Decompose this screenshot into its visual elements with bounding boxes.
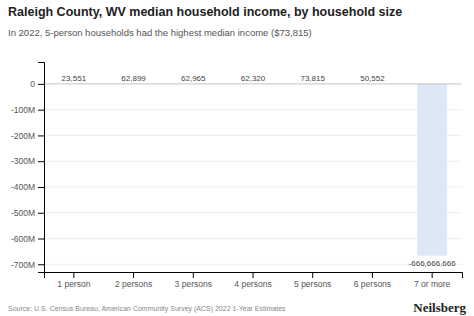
x-tick-mark xyxy=(193,272,194,278)
x-tick: 4 persons xyxy=(234,272,271,289)
data-label: 73,815 xyxy=(300,74,325,83)
y-axis: 0 -100M -200M -300M -400M -500M -600M -700M xyxy=(11,63,45,273)
x-tick: 2 persons xyxy=(115,272,152,289)
x-tick-label: 5 persons xyxy=(294,279,331,289)
brand: Neilsberg xyxy=(413,300,466,315)
grid-line xyxy=(44,83,462,84)
y-tick-mark xyxy=(38,84,44,85)
y-tick-mark xyxy=(38,110,44,111)
y-tick-mark xyxy=(38,187,44,188)
x-tick: 6 persons xyxy=(354,272,391,289)
y-tick-label: -400M xyxy=(11,182,35,192)
x-tick-mark xyxy=(253,272,254,278)
y-tick: -600M xyxy=(11,234,44,244)
y-tick: -400M xyxy=(11,182,44,192)
grid-line xyxy=(44,186,462,187)
grid-line xyxy=(44,238,462,239)
y-tick-label: -100M xyxy=(11,105,35,115)
title: Raleigh County, WV median household inco… xyxy=(8,5,402,19)
data-label: -666,666,666 xyxy=(409,259,457,268)
plot-area xyxy=(59,84,447,256)
y-tick: 0 xyxy=(30,79,44,89)
zero-line xyxy=(44,83,462,84)
x-axis: 1 person 2 persons 3 persons 4 persons 5 per… xyxy=(45,272,463,289)
data-label: 23,551 xyxy=(62,74,87,83)
y-tick-mark xyxy=(38,135,44,136)
x-axis-line xyxy=(45,273,463,279)
y-axis-line xyxy=(38,63,45,273)
x-tick-label: 6 persons xyxy=(354,279,391,289)
y-tick-mark xyxy=(38,213,44,214)
y-tick-mark xyxy=(38,239,44,240)
subtitle: In 2022, 5-person households had the hig… xyxy=(8,27,312,38)
y-tick-mark xyxy=(38,161,44,162)
grid xyxy=(44,84,462,264)
grid-line xyxy=(44,264,462,265)
chart: Raleigh County, WV median household inco… xyxy=(0,0,474,316)
x-tick-mark xyxy=(312,272,313,278)
y-tick: -200M xyxy=(11,131,44,141)
y-tick-label: -600M xyxy=(11,234,35,244)
y-tick-label: -500M xyxy=(11,208,35,218)
x-tick-mark xyxy=(432,272,433,278)
data-label: 62,899 xyxy=(121,74,146,83)
x-tick-label: 3 persons xyxy=(175,279,212,289)
x-tick: 3 persons xyxy=(175,272,212,289)
grid-line xyxy=(44,212,462,213)
y-tick-label: 0 xyxy=(30,79,35,89)
y-tick: -500M xyxy=(11,208,44,218)
x-tick-label: 4 persons xyxy=(234,279,271,289)
source-note: Source: U.S. Census Bureau, American Com… xyxy=(8,305,286,313)
grid-line xyxy=(44,109,462,110)
y-tick-label: -300M xyxy=(11,156,35,166)
y-tick: -700M xyxy=(11,259,44,269)
x-tick-mark xyxy=(73,272,74,278)
x-tick-mark xyxy=(133,272,134,278)
bar xyxy=(417,84,447,256)
x-tick-label: 7 or more xyxy=(414,279,451,289)
grid-line xyxy=(44,135,462,136)
x-tick-mark xyxy=(372,272,373,278)
grid-line xyxy=(44,161,462,162)
data-label: 62,320 xyxy=(241,74,266,83)
x-tick: 7 or more xyxy=(414,272,451,289)
y-tick-mark xyxy=(38,264,44,265)
y-tick-label: -700M xyxy=(11,259,35,269)
y-tick: -100M xyxy=(11,105,44,115)
y-tick: -300M xyxy=(11,156,44,166)
y-tick-label: -200M xyxy=(11,131,35,141)
data-label: 50,552 xyxy=(360,74,385,83)
x-tick-label: 2 persons xyxy=(115,279,152,289)
data-label: 62,965 xyxy=(181,74,206,83)
x-tick: 1 person xyxy=(57,272,90,289)
x-tick: 5 persons xyxy=(294,272,331,289)
data-labels: 23,551 62,899 62,965 62,320 73,815 50,552 -666… xyxy=(62,74,457,268)
x-tick-label: 1 person xyxy=(57,279,90,289)
